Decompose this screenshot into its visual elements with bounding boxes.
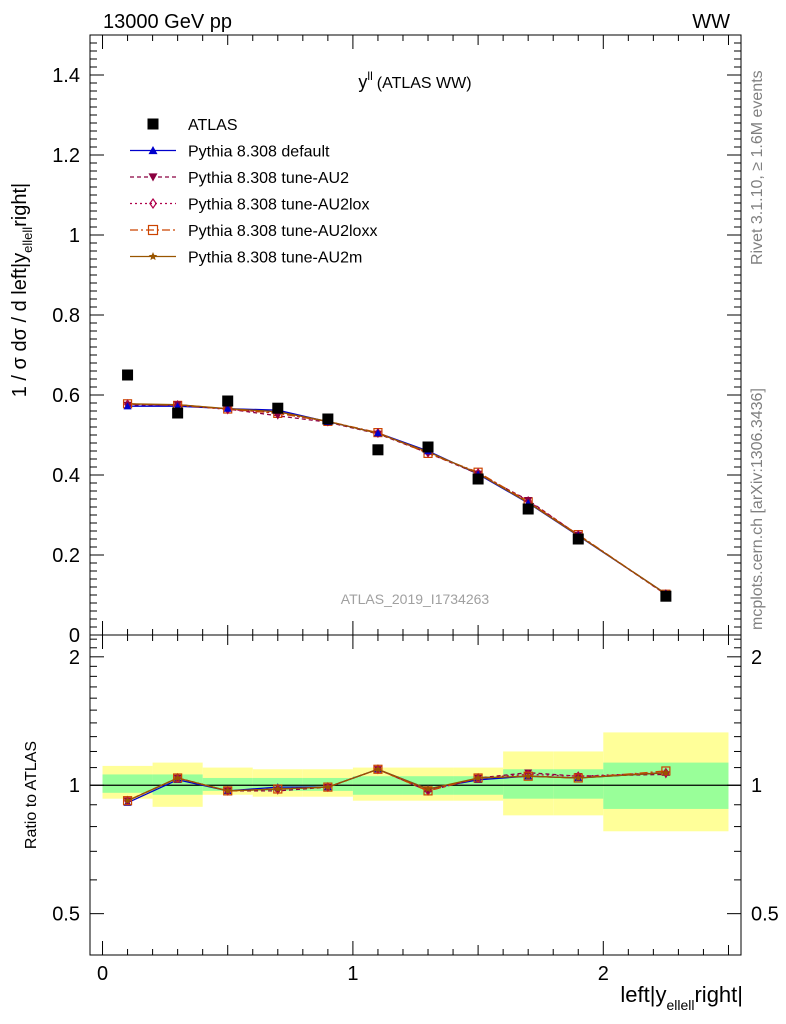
legend-label-AU2: Pythia 8.308 tune-AU2: [188, 170, 349, 187]
ratio-point-AU2m: [474, 774, 482, 782]
legend-label-default: Pythia 8.308 default: [188, 144, 330, 161]
x-axis-label: left|yellellright|: [620, 982, 743, 1013]
main-y-tick-label: 0.8: [52, 305, 80, 327]
main-point-data: [272, 402, 284, 414]
ratio-point-AU2m: [223, 786, 232, 795]
analysis-watermark: ATLAS_2019_I1734263: [341, 591, 490, 607]
main-point-default: [223, 404, 232, 412]
x-tick-label: 2: [598, 963, 609, 985]
main-point-default: [123, 402, 132, 410]
legend-marker-default: [148, 146, 158, 155]
ratio-point-AU2m: [173, 774, 182, 782]
main-y-tick-label: 0: [69, 625, 80, 647]
ratio-point-AU2m: [574, 774, 583, 782]
main-line-AU2: [127, 403, 667, 596]
ratio-point-AU2m: [524, 772, 532, 780]
main-y-tick-label: 1.2: [52, 145, 80, 167]
legend-marker-AU2m: [148, 252, 158, 261]
main-line-default: [127, 405, 667, 595]
title-rest: (ATLAS WW): [377, 75, 472, 92]
ratio-point-AU2loxx: [373, 764, 383, 774]
main-point-default: [373, 429, 382, 437]
header-right: WW: [692, 11, 730, 33]
main-line-AU2m: [127, 403, 667, 595]
ratio-point-AU2loxx: [173, 773, 183, 783]
ratio-point-AU2loxx: [122, 796, 133, 806]
legend-marker-AU2loxx: [147, 224, 159, 236]
ratio-y-tick-label-right: 0.5: [751, 904, 779, 926]
main-point-data: [422, 441, 434, 453]
legend-marker-data: [147, 118, 159, 130]
legend-label-AU2lox: Pythia 8.308 tune-AU2lox: [188, 197, 369, 214]
ratio-point-AU2m: [324, 783, 332, 791]
ratio-point-AU2m: [424, 785, 432, 793]
ratio-y-tick-label: 0.5: [52, 904, 80, 926]
main-point-data: [222, 395, 234, 407]
ratio-point-AU2m: [274, 785, 282, 793]
main-point-data: [572, 533, 584, 545]
main-y-tick-label: 1.4: [52, 65, 80, 87]
main-point-data: [122, 369, 134, 381]
main-point-data: [172, 407, 184, 419]
main-line-AU2loxx: [127, 403, 667, 595]
chart-title: yll (ATLAS WW): [358, 69, 471, 92]
ratio-series: [122, 764, 671, 806]
legend-marker-AU2: [148, 173, 158, 182]
ratio-point-AU2lox: [524, 769, 532, 780]
main-point-data: [322, 413, 334, 425]
ratio-band-inner: [102, 774, 153, 793]
ratio-point-AU2m: [662, 768, 670, 776]
side-text-mcplots: mcplots.cern.ch [arXiv:1306.3436]: [749, 388, 766, 630]
main-y-tick-label: 1: [69, 225, 80, 247]
main-point-data: [660, 590, 672, 602]
main-y-tick-label: 0.6: [52, 385, 80, 407]
side-text-rivet: Rivet 3.1.10, ≥ 1.6M events: [749, 70, 766, 265]
main-y-tick-label: 0.4: [52, 465, 80, 487]
x-tick-label: 1: [347, 963, 358, 985]
ratio-band-inner: [152, 774, 203, 795]
main-point-data: [372, 444, 384, 456]
title-sup: ll: [367, 69, 372, 83]
x-tick-label: 0: [97, 963, 108, 985]
ratio-point-AU2loxx: [661, 766, 671, 776]
ratio-uncertainty-bands: [90, 732, 741, 832]
ratio-panel-frame: [89, 634, 742, 956]
main-y-tick-label: 0.2: [52, 545, 80, 567]
main-line-AU2lox: [127, 403, 667, 595]
header-left: 13000 GeV pp: [103, 11, 232, 33]
ratio-y-tick-label-right: 1: [751, 775, 762, 797]
axis-ticks: 0.2 0.4 0.6 0.8 1 1.2 1.4 0 0 1 2 0.5 0.5 1 1 2 2: [52, 34, 779, 985]
ratio-y-axis-label: Ratio to ATLAS: [23, 741, 40, 849]
legend-label-AU2m: Pythia 8.308 tune-AU2m: [188, 250, 362, 267]
ratio-point-AU2lox: [574, 771, 582, 782]
ratio-point-AU2m: [123, 796, 132, 804]
title-main: y: [358, 72, 367, 92]
ratio-y-tick-label: 1: [69, 775, 80, 797]
legend-marker-AU2lox: [149, 197, 157, 210]
main-y-axis-label: 1 / σ dσ / d left|yellellright|: [9, 183, 35, 398]
main-point-AU2: [273, 412, 282, 420]
legend-label-AU2loxx: Pythia 8.308 tune-AU2loxx: [188, 223, 377, 240]
ratio-y-tick-label-right: 2: [751, 647, 762, 669]
legend-label-data: ATLAS: [188, 117, 238, 134]
legend: ATLAS Pythia 8.308 default Pythia 8.308 tu…: [130, 117, 377, 267]
main-point-data: [522, 503, 534, 515]
main-point-data: [472, 473, 484, 485]
ratio-point-AU2m: [374, 765, 382, 773]
ratio-y-tick-label: 2: [69, 647, 80, 669]
main-series: [122, 369, 672, 602]
